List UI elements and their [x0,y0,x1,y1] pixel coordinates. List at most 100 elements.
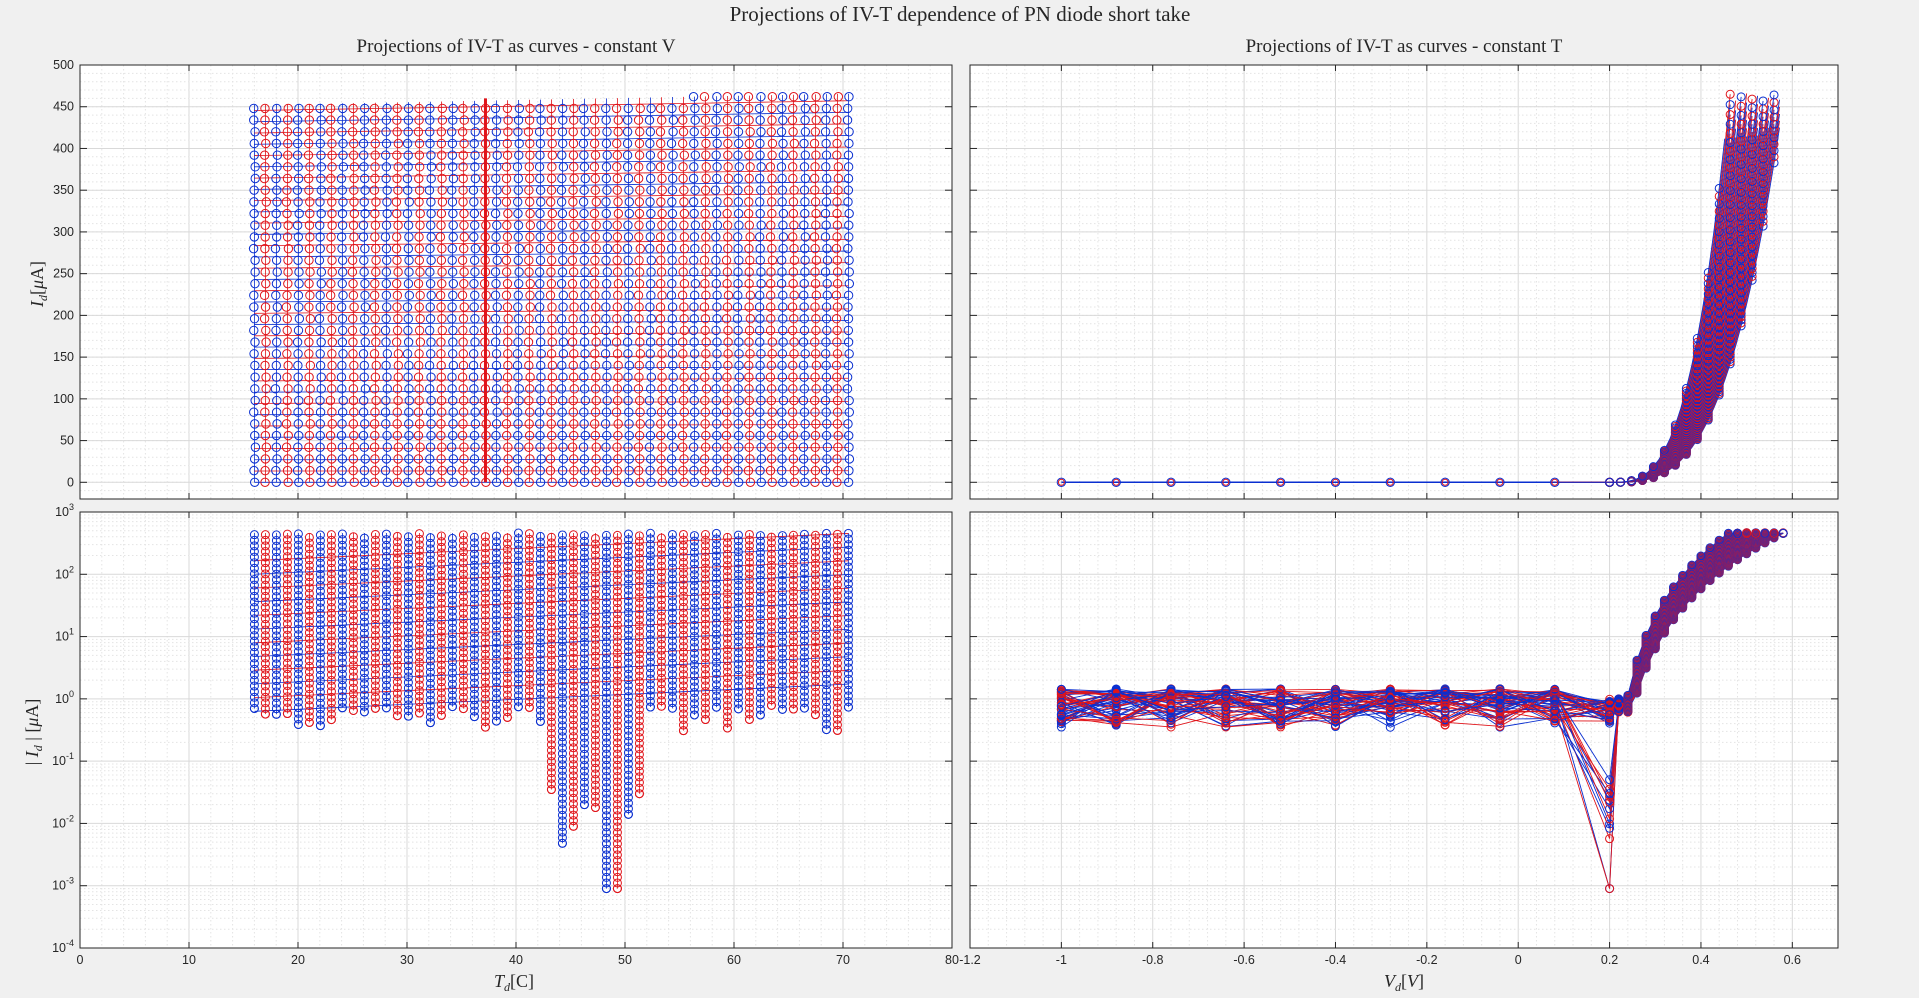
data-marker [645,220,656,230]
data-marker [722,103,733,114]
data-marker [711,150,721,160]
data-marker [546,127,556,137]
data-marker [393,372,403,382]
data-marker [490,243,501,254]
data-marker [249,302,259,312]
data-marker [415,337,426,347]
data-marker [711,278,722,289]
data-marker [590,407,601,417]
data-marker [382,185,392,195]
data-marker [591,442,601,452]
data-marker [502,407,512,417]
data-marker [294,103,304,114]
data-marker [524,243,534,254]
data-marker [711,407,722,417]
y-tick-label: 150 [53,350,74,364]
data-marker [260,115,270,125]
data-marker [623,325,634,336]
data-marker [667,173,678,184]
data-marker [547,302,557,312]
data-marker [745,477,756,488]
data-marker [601,442,611,452]
data-marker [426,150,436,160]
data-marker [699,92,710,102]
data-marker [689,162,699,172]
data-marker [457,290,468,301]
axes-top-right[interactable] [969,64,1839,500]
grid [79,64,953,499]
data-marker [282,349,292,359]
data-marker [316,162,327,172]
data-marker [547,138,557,149]
data-marker [689,360,699,371]
data-marker [272,150,283,160]
data-marker [668,372,678,382]
data-marker [601,103,611,114]
data-marker [612,349,623,359]
data-marker [579,325,590,336]
axes-bottom-left[interactable]: 0 10 20 30 40 50 60 70 8010-410-310-210-11001011… [52,502,959,967]
data-marker [360,290,370,301]
data-marker [546,255,557,265]
data-marker [733,138,744,149]
data-marker [503,395,513,406]
data-marker [646,208,656,219]
data-marker [426,162,437,172]
data-marker [655,103,666,114]
data-marker [557,138,568,149]
data-marker [250,395,260,406]
data-marker [250,419,260,429]
data-marker [547,395,558,406]
data-marker [282,185,292,195]
data-marker [271,220,282,230]
data-marker [567,278,578,289]
data-marker [557,360,567,371]
data-marker [470,442,480,452]
data-marker [371,197,381,207]
data-marker [613,454,623,464]
data-marker [359,325,369,336]
data-marker [579,337,590,347]
data-marker [723,173,734,184]
data-marker [303,173,314,184]
data-marker [293,372,303,382]
data-marker [337,208,348,219]
data-marker [525,138,535,149]
data-marker [271,372,282,382]
data-marker [437,173,447,184]
data-marker [514,477,524,488]
data-marker [514,138,524,149]
data-marker [558,162,569,172]
data-marker [305,477,315,488]
data-marker [480,255,490,265]
data-marker [469,197,479,207]
data-marker [392,127,402,137]
data-marker [349,430,359,441]
data-marker [590,384,601,394]
data-marker [437,185,447,195]
data-marker [370,430,380,441]
data-marker [579,185,589,195]
data-marker [382,430,392,441]
data-marker [734,220,744,230]
data-marker [623,395,633,406]
data-marker [470,127,480,137]
data-marker [480,267,491,277]
data-marker [337,407,348,417]
data-marker [480,232,490,242]
data-marker [689,395,699,406]
data-marker [327,477,337,488]
data-marker [403,220,414,230]
data-marker [436,255,447,265]
data-marker [667,208,678,219]
data-marker [623,103,633,114]
data-marker [600,419,611,429]
data-marker [392,173,402,184]
data-marker [360,173,370,184]
data-marker [315,360,326,371]
data-marker [569,349,579,359]
data-marker [413,430,424,441]
data-marker [359,267,369,277]
data-marker [711,442,722,452]
